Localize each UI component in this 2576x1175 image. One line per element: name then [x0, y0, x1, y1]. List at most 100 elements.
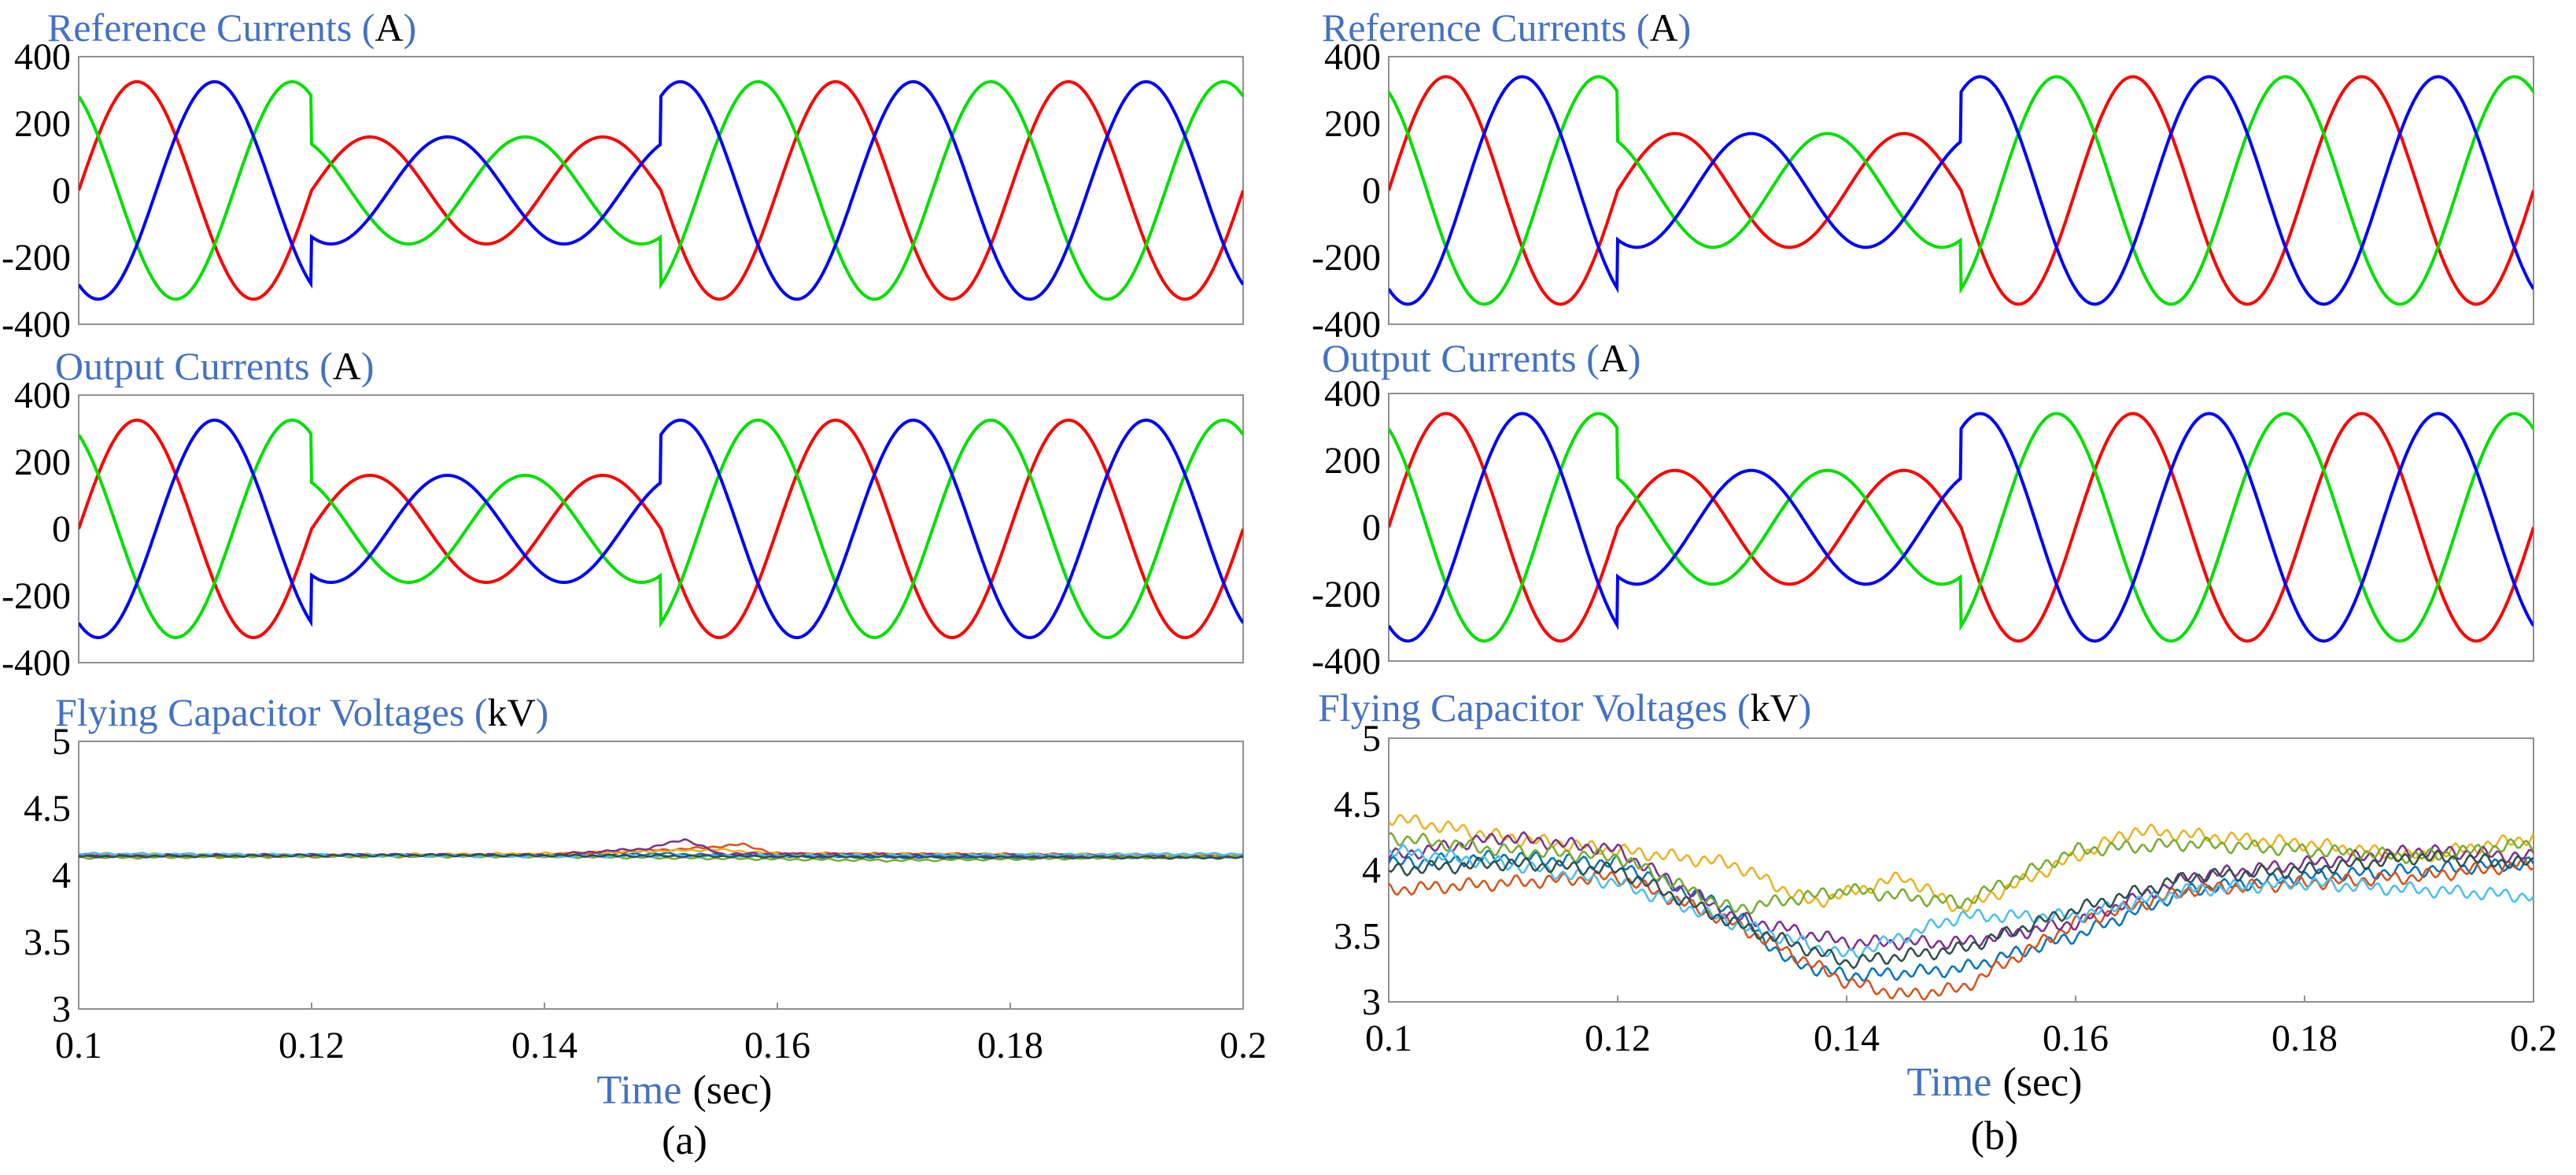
chart-title: Output Currents (A): [55, 344, 375, 388]
y-tick-label: -200: [2, 575, 71, 617]
y-tick-label: 4.5: [1334, 784, 1381, 826]
series-phase-c: [1389, 75, 2534, 306]
y-tick-label: 4.5: [24, 788, 71, 830]
series-phase-c: [79, 79, 1243, 301]
y-tick-label: -400: [2, 304, 71, 345]
chart-title-text: Flying Capacitor Voltages (: [1318, 685, 1751, 730]
chart-title-unit: A: [333, 344, 361, 388]
chart-title-paren: ): [536, 690, 549, 734]
series-phase-c: [79, 418, 1243, 640]
chart-title: Reference Currents (A): [1322, 6, 1691, 50]
series-group: [1389, 813, 2534, 1001]
y-tick-label: 0: [52, 170, 71, 212]
time-axis-label-b: Time (sec): [1907, 1060, 2083, 1105]
series-phase-a: [1389, 412, 2534, 643]
chart-title-paren: ): [1799, 685, 1812, 730]
x-tick-label: 0.14: [1814, 1018, 1880, 1059]
series-phase-a: [1389, 75, 2534, 306]
chart-title-unit: kV: [1751, 685, 1799, 730]
x-tick-label: 0.16: [744, 1025, 810, 1066]
panel-label-b: (b): [1971, 1114, 2019, 1158]
chart-title-text: Reference Currents (: [47, 6, 375, 50]
y-tick-label: 400: [1324, 36, 1381, 78]
chart-title-paren: ): [1628, 336, 1641, 380]
x-tick-label: 0.1: [1365, 1018, 1412, 1059]
chart-b-3: Flying Capacitor Voltages (kV)54.543.530…: [1318, 685, 2557, 1059]
panel-label-a: (a): [662, 1118, 707, 1163]
y-tick-label: 3: [1362, 981, 1381, 1023]
y-tick-label: 3.5: [1334, 915, 1381, 957]
series-group: [79, 79, 1243, 301]
chart-title-unit: A: [375, 6, 403, 50]
y-tick-label: 400: [14, 36, 71, 78]
time-label-b: Time: [1907, 1060, 1992, 1105]
time-axis-label-a: Time (sec): [597, 1068, 773, 1113]
chart-title-unit: A: [1649, 6, 1677, 50]
chart-title-paren: ): [1678, 6, 1692, 50]
series-phase-b: [79, 79, 1243, 301]
series-phase-a: [79, 79, 1243, 301]
chart-title-unit: A: [1600, 336, 1628, 380]
series-group: [1389, 412, 2534, 643]
chart-title-paren: ): [361, 344, 375, 388]
y-tick-label: 4: [52, 855, 71, 896]
series-group: [79, 418, 1243, 640]
y-tick-label: 400: [1324, 373, 1381, 415]
chart-title-unit: kV: [488, 690, 536, 734]
y-tick-label: -400: [1312, 641, 1381, 682]
chart-title-paren: ): [404, 6, 417, 50]
y-tick-label: 200: [1324, 440, 1381, 482]
chart-title-text: Reference Currents (: [1322, 6, 1649, 50]
y-tick-label: -200: [1312, 237, 1381, 279]
y-tick-label: 200: [1324, 103, 1381, 145]
y-tick-label: -200: [2, 237, 71, 279]
x-tick-label: 0.16: [2043, 1018, 2109, 1059]
y-tick-label: 5: [52, 721, 71, 763]
time-unit-b: (sec): [2002, 1060, 2082, 1105]
series-fc2: [1389, 857, 2534, 1001]
x-tick-label: 0.18: [977, 1025, 1043, 1066]
plot-frame: [78, 741, 1244, 1010]
y-tick-label: -400: [2, 642, 71, 684]
series-phase-b: [79, 418, 1243, 640]
series-fc1: [1389, 849, 2534, 982]
y-tick-label: -400: [1312, 304, 1381, 345]
x-tick-label: 0.2: [1220, 1025, 1267, 1066]
y-tick-label: 200: [14, 442, 71, 483]
series-phase-a: [79, 418, 1243, 640]
y-tick-label: 3.5: [24, 922, 71, 963]
y-tick-label: -200: [1312, 574, 1381, 615]
x-tick-label: 0.12: [1585, 1018, 1651, 1059]
series-phase-b: [1389, 75, 2534, 306]
y-tick-label: 5: [1362, 718, 1381, 759]
x-tick-label: 0.1: [55, 1025, 102, 1066]
series-group: [79, 838, 1243, 863]
y-tick-label: 0: [1362, 507, 1381, 549]
chart-title-text: Output Currents (: [1322, 336, 1600, 380]
x-tick-label: 0.12: [279, 1025, 345, 1066]
y-tick-label: 400: [14, 375, 71, 416]
x-tick-label: 0.14: [511, 1025, 578, 1066]
series-phase-c: [1389, 412, 2534, 643]
chart-title: Output Currents (A): [1322, 336, 1641, 380]
chart-title-text: Output Currents (: [55, 344, 333, 388]
y-tick-label: 3: [52, 988, 71, 1030]
y-tick-label: 4: [1362, 850, 1381, 892]
y-tick-label: 0: [52, 508, 71, 550]
x-tick-label: 0.18: [2272, 1018, 2338, 1059]
chart-a-3: Flying Capacitor Voltages (kV)54.543.530…: [24, 690, 1267, 1066]
chart-title: Reference Currents (A): [47, 6, 416, 50]
series-group: [1389, 75, 2534, 306]
time-label-a: Time: [597, 1068, 682, 1113]
x-tick-label: 0.2: [2510, 1018, 2557, 1059]
chart-title: Flying Capacitor Voltages (kV): [55, 690, 548, 734]
series-phase-b: [1389, 412, 2534, 643]
series-fc7: [79, 852, 1243, 860]
y-tick-label: 200: [14, 103, 71, 145]
series-fc5: [1389, 831, 2534, 915]
